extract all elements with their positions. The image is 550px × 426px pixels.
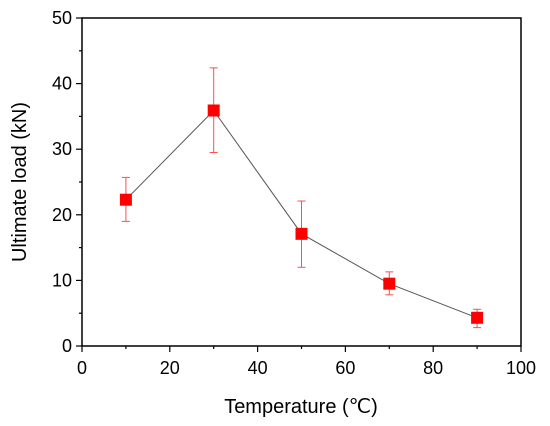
- y-tick-label: 50: [52, 8, 72, 28]
- x-tick-label: 40: [248, 358, 268, 378]
- data-point: [471, 311, 484, 324]
- y-tick-label: 30: [52, 139, 72, 159]
- x-tick-label: 0: [77, 358, 87, 378]
- data-point: [383, 277, 396, 290]
- plot-frame: [81, 17, 522, 347]
- x-tick-label: 80: [423, 358, 443, 378]
- x-tick-label: 60: [335, 358, 355, 378]
- tick-labels: 0 20 40 60 80 100 0 10 20 30 40 50: [52, 8, 536, 378]
- x-axis-title: Temperature (℃): [224, 396, 378, 418]
- x-tick-label: 100: [506, 358, 536, 378]
- x-tick-label: 20: [160, 358, 180, 378]
- data-point: [295, 227, 308, 240]
- y-tick-label: 10: [52, 270, 72, 290]
- data-point: [207, 104, 220, 117]
- y-tick-label: 0: [62, 336, 72, 356]
- ticks: [76, 17, 522, 352]
- y-tick-label: 40: [52, 74, 72, 94]
- data-point: [119, 193, 132, 206]
- series-layer: [119, 67, 484, 329]
- y-axis-title: Ultimate load (kN): [9, 102, 31, 262]
- y-tick-label: 20: [52, 205, 72, 225]
